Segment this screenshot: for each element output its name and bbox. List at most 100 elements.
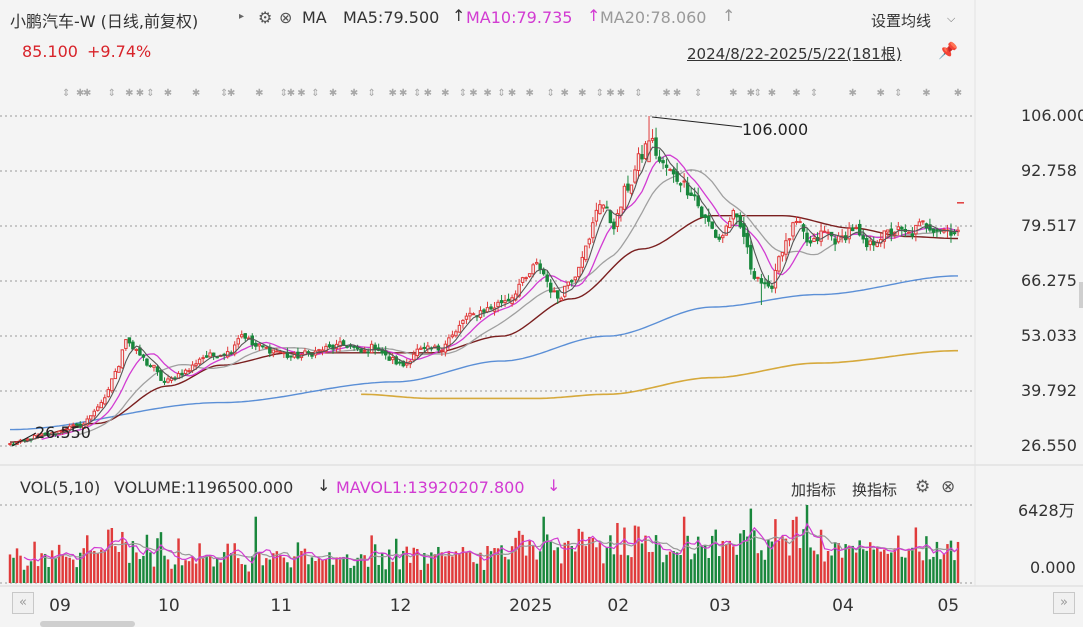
volume-bar	[303, 548, 307, 583]
volume-bar	[57, 544, 61, 583]
volume-bar	[110, 527, 114, 583]
candle-body	[236, 338, 240, 345]
volume-bar	[258, 552, 261, 583]
volume-bar	[928, 559, 932, 583]
close-icon[interactable]: ⊗	[279, 8, 293, 27]
candle-body	[359, 348, 363, 353]
volume-bar	[409, 562, 412, 583]
volume-bar	[725, 544, 728, 583]
scroll-left-button[interactable]: «	[12, 592, 34, 614]
event-marker-icon: ✱	[729, 88, 737, 99]
candle-body	[864, 238, 869, 248]
volume-bar	[581, 531, 584, 583]
event-marker-icon: ✱	[662, 88, 670, 99]
candle-body	[689, 192, 693, 197]
event-marker-icon: ✱	[255, 88, 263, 99]
volume-bar	[317, 558, 321, 583]
ma20-line	[76, 169, 958, 436]
volume-bar	[212, 566, 215, 583]
candle-body	[257, 343, 262, 347]
x-tick-label: 04	[832, 596, 854, 616]
candle-body	[345, 345, 349, 348]
volume-bar	[265, 558, 268, 583]
volume-bar	[215, 557, 219, 583]
volume-bar	[310, 557, 314, 583]
volume-bar	[366, 566, 370, 583]
mavol-down-arrow-icon: ↓	[547, 476, 561, 495]
event-marker-icon: ✱	[441, 88, 449, 99]
volume-bar	[763, 559, 767, 583]
event-marker-icon: ✱	[297, 88, 305, 99]
volume-bar	[753, 530, 756, 583]
volume-bar	[68, 557, 71, 583]
volume-bar	[145, 534, 149, 583]
volume-bar	[444, 556, 447, 583]
switch-indicator-button[interactable]: 换指标	[852, 481, 898, 499]
candle-body	[243, 333, 247, 339]
volume-bar	[556, 547, 559, 583]
volume-bar	[194, 563, 198, 583]
candle-body	[89, 415, 93, 420]
event-marker-icon: ⇕	[596, 88, 604, 99]
event-marker-icon: ⇕	[634, 88, 642, 99]
event-marker-icon: ✱	[483, 88, 491, 99]
candle-body	[868, 240, 872, 246]
candle-body	[812, 237, 816, 243]
volume-bar	[746, 536, 749, 583]
candle-body	[643, 143, 648, 160]
candle-body	[615, 213, 620, 227]
candle-body	[148, 365, 153, 368]
close-icon[interactable]: ⊗	[941, 477, 956, 497]
horizontal-scroll-thumb[interactable]	[40, 621, 135, 627]
volume-bar	[26, 565, 29, 583]
candle-body	[485, 307, 490, 313]
chevron-down-icon[interactable]: ⌵	[947, 12, 956, 25]
event-marker-icon: ⇕	[694, 88, 702, 99]
y-tick-label: 53.033	[1021, 326, 1077, 345]
right-scroll-handle[interactable]	[1079, 282, 1083, 308]
volume-bar	[324, 559, 328, 583]
volume-bar	[700, 545, 703, 583]
volume-bar	[384, 569, 387, 583]
volume-bar	[795, 516, 798, 583]
volume-bar	[268, 559, 272, 583]
volume-bar	[609, 535, 612, 583]
volume-bar	[412, 547, 416, 583]
volume-bar	[907, 548, 911, 583]
gear-icon[interactable]: ⚙	[915, 477, 931, 497]
candle-body	[289, 355, 293, 358]
gear-icon[interactable]: ⚙	[258, 8, 273, 27]
candle-body	[784, 240, 788, 255]
candle-body	[152, 364, 156, 368]
candle-body	[608, 210, 613, 224]
volume-bar	[524, 555, 528, 583]
volume-bar	[756, 553, 760, 583]
ma10-value: MA10:79.735	[466, 8, 573, 27]
candle-body	[96, 406, 100, 411]
candle-body	[559, 297, 563, 301]
event-marker-icon: ✱	[424, 88, 432, 99]
add-indicator-button[interactable]: 加指标	[791, 481, 837, 499]
ma-settings-button[interactable]: 设置均线	[871, 12, 932, 30]
scroll-right-button[interactable]: »	[1053, 592, 1075, 614]
volume-bar	[872, 549, 875, 583]
candle-body	[773, 270, 778, 289]
volume-bar	[616, 522, 619, 583]
candle-body	[556, 290, 560, 299]
pin-icon[interactable]: 📌	[938, 41, 958, 60]
date-range[interactable]: 2024/8/22-2025/5/22(181根)	[687, 45, 902, 63]
candle-body	[882, 230, 886, 242]
volume-bar	[222, 552, 226, 583]
volume-bar	[493, 548, 496, 583]
volume-bar	[251, 556, 254, 583]
candle-body	[668, 168, 672, 171]
low-arrow	[11, 432, 37, 447]
event-marker-icon: ✱	[227, 88, 235, 99]
volume-bar	[942, 554, 946, 583]
volume-bar	[359, 554, 363, 583]
event-marker-icon: ✱	[673, 88, 681, 99]
event-marker-icon: ✱	[525, 88, 533, 99]
volume-bar	[47, 566, 50, 583]
title-dropdown-icon[interactable]: ▸	[239, 11, 245, 22]
